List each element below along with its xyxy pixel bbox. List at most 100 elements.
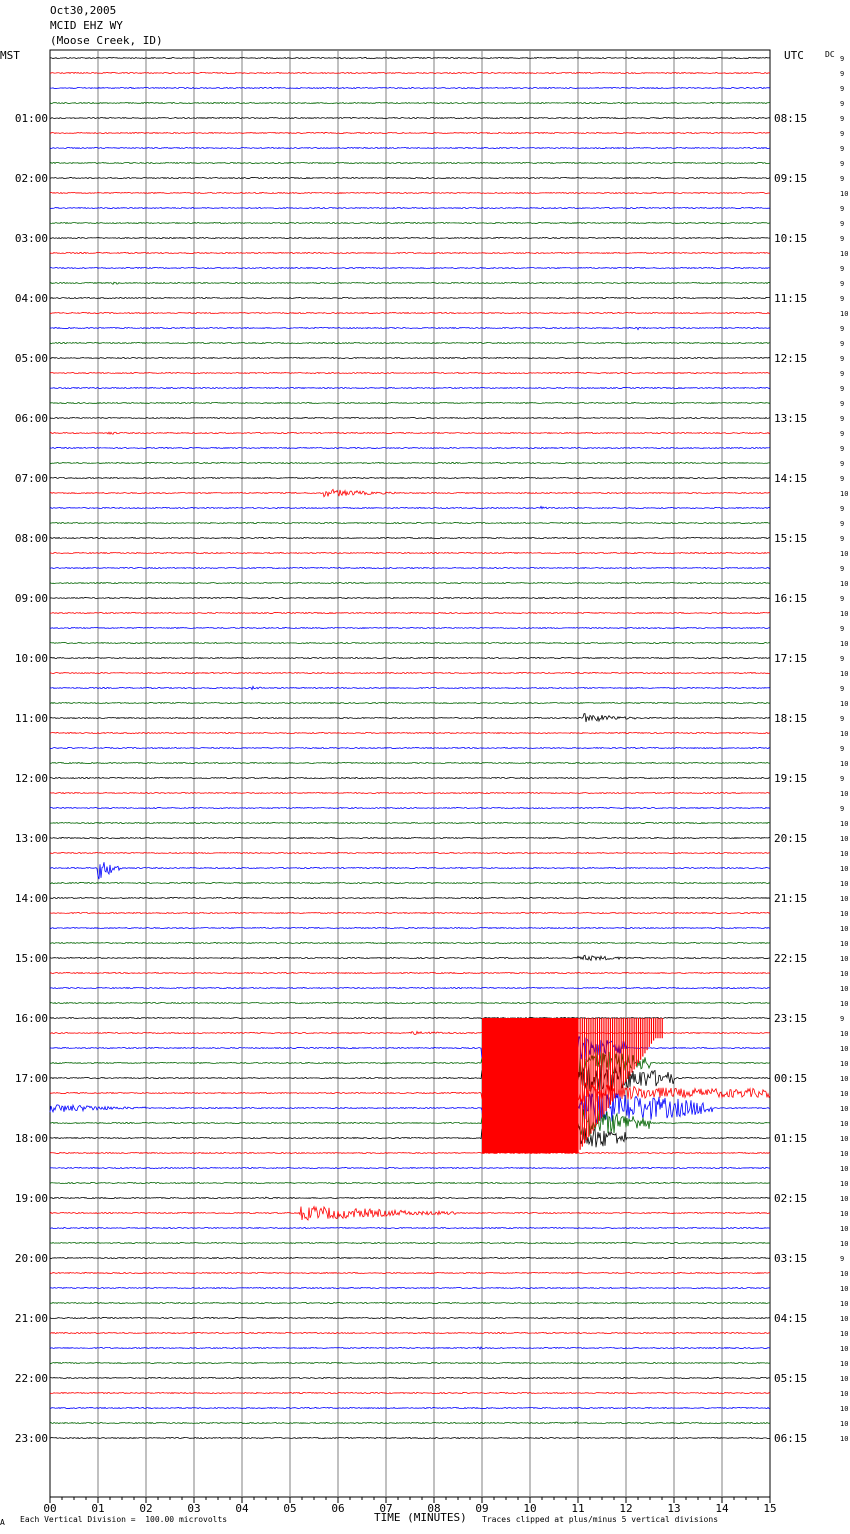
right-hour-label: 04:15 xyxy=(774,1312,807,1325)
trace-line xyxy=(49,56,771,60)
right-hour-label: 20:15 xyxy=(774,832,807,845)
trace-line xyxy=(49,521,771,525)
left-hour-label: 04:00 xyxy=(15,292,48,305)
dc-offset-label: 10 xyxy=(840,820,848,828)
dc-offset-label: 10 xyxy=(840,640,848,648)
x-tick-label: 10 xyxy=(523,1502,536,1515)
trace-line xyxy=(49,986,770,990)
trace-line xyxy=(49,821,771,825)
dc-offset-label: 9 xyxy=(840,355,844,363)
trace-line xyxy=(49,1256,771,1260)
x-tick-label: 11 xyxy=(571,1502,584,1515)
trace-line xyxy=(49,416,771,420)
plot-date: Oct30,2005 xyxy=(50,4,117,17)
trace-line xyxy=(49,341,771,345)
trace-line xyxy=(49,1001,771,1005)
trace-line xyxy=(49,401,771,405)
trace-line xyxy=(49,236,771,240)
trace-line xyxy=(49,1033,771,1063)
trace-line xyxy=(49,1092,771,1123)
dc-offset-label: 9 xyxy=(840,430,844,438)
left-hour-label: 01:00 xyxy=(15,112,48,125)
trace-line xyxy=(49,1316,771,1320)
x-tick-label: 14 xyxy=(715,1502,729,1515)
dc-offset-label: 10 xyxy=(840,1375,848,1383)
left-hour-label: 14:00 xyxy=(15,892,48,905)
left-hour-label: 16:00 xyxy=(15,1012,48,1025)
dc-offset-label: 9 xyxy=(840,400,844,408)
dc-offset-label: 10 xyxy=(840,310,848,318)
right-hour-label: 06:15 xyxy=(774,1432,807,1445)
dc-offset-label: 10 xyxy=(840,790,848,798)
trace-line xyxy=(49,851,771,855)
trace-line xyxy=(49,1241,770,1245)
trace-line xyxy=(49,1151,771,1155)
dc-offset-label: 9 xyxy=(840,505,844,513)
trace-line xyxy=(49,161,771,165)
trace-line xyxy=(49,1376,771,1380)
trace-line xyxy=(49,1079,771,1107)
x-tick-label: 00 xyxy=(43,1502,56,1515)
trace-line xyxy=(49,1436,771,1440)
x-tick-label: 03 xyxy=(187,1502,200,1515)
dc-offset-label: 10 xyxy=(840,1360,848,1368)
dc-offset-label: 9 xyxy=(840,775,844,783)
left-hour-label: 23:00 xyxy=(15,1432,48,1445)
trace-line xyxy=(49,488,771,498)
right-hour-label: 14:15 xyxy=(774,472,807,485)
trace-line xyxy=(49,1108,771,1138)
left-hour-label: 13:00 xyxy=(15,832,48,845)
dc-offset-label: 9 xyxy=(840,160,844,168)
dc-offset-label: 9 xyxy=(840,1255,844,1263)
trace-line xyxy=(49,1063,771,1093)
right-zone-label: UTC xyxy=(784,49,804,62)
trace-line xyxy=(49,791,771,795)
trace-line xyxy=(49,881,771,885)
dc-offset-label: 9 xyxy=(840,325,844,333)
trace-line xyxy=(49,116,771,120)
scale-note: Each Vertical Division = 100.00 microvol… xyxy=(20,1515,228,1524)
dc-offset-label: 10 xyxy=(840,1345,848,1353)
dc-offset-label: 10 xyxy=(840,1315,848,1323)
dc-offset-label: 10 xyxy=(840,895,848,903)
x-tick-label: 01 xyxy=(91,1502,104,1515)
dc-offset-label: 9 xyxy=(840,535,844,543)
dc-offset-label: 9 xyxy=(840,115,844,123)
trace-line xyxy=(49,386,771,390)
dc-offset-label: 9 xyxy=(840,295,844,303)
dc-offset-label: 9 xyxy=(840,220,844,228)
dc-offset-label: 10 xyxy=(840,970,848,978)
dc-offset-label: 9 xyxy=(840,685,844,693)
trace-line xyxy=(49,505,771,510)
dc-offset-label: 10 xyxy=(840,670,848,678)
trace-line xyxy=(49,356,771,360)
right-hour-label: 19:15 xyxy=(774,772,807,785)
left-hour-label: 10:00 xyxy=(15,652,48,665)
left-zone-label: MST xyxy=(0,49,20,62)
dc-offset-label: 10 xyxy=(840,955,848,963)
dc-offset-label: 9 xyxy=(840,145,844,153)
trace-line xyxy=(49,911,771,915)
right-hour-label: 10:15 xyxy=(774,232,807,245)
trace-line xyxy=(49,1286,771,1290)
right-hour-label: 00:15 xyxy=(774,1072,807,1085)
station-code: MCID EHZ WY xyxy=(50,19,123,32)
trace-line xyxy=(49,1181,771,1185)
dc-offset-label: 10 xyxy=(840,1225,848,1233)
trace-line xyxy=(49,1048,771,1079)
dc-offset-label: 9 xyxy=(840,655,844,663)
dc-offset-label: 10 xyxy=(840,730,848,738)
right-hour-label: 17:15 xyxy=(774,652,807,665)
dc-offset-label: 10 xyxy=(840,1000,848,1008)
trace-line xyxy=(49,746,771,750)
dc-label: DC xyxy=(825,50,835,59)
trace-line xyxy=(49,1030,771,1035)
left-hour-label: 02:00 xyxy=(15,172,48,185)
trace-line xyxy=(49,1361,771,1365)
dc-offset-label: 10 xyxy=(840,610,848,618)
dc-offset-label: 10 xyxy=(840,1270,848,1278)
dc-offset-label: 10 xyxy=(840,190,848,198)
dc-offset-label: 9 xyxy=(840,385,844,393)
left-hour-label: 09:00 xyxy=(15,592,48,605)
left-hour-label: 21:00 xyxy=(15,1312,48,1325)
